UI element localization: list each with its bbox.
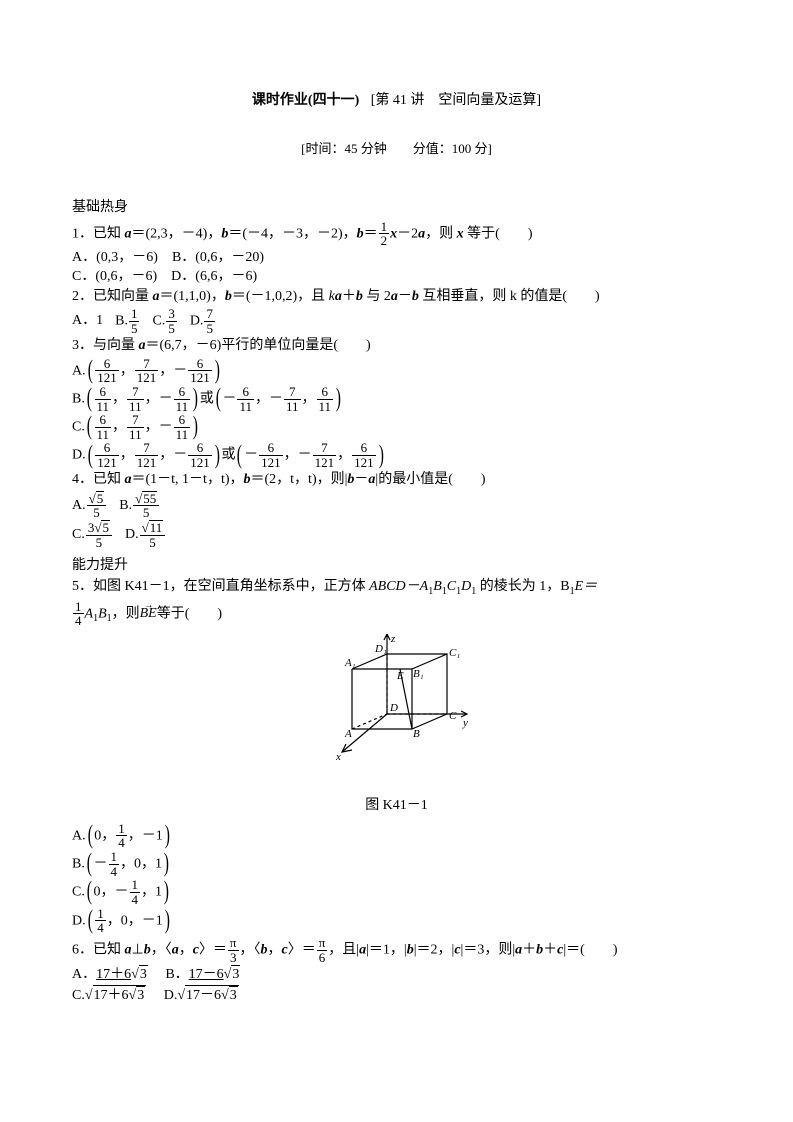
time-score-info: [时间：45 分钟 分值：100 分]	[72, 139, 721, 159]
q6-options: A．17＋6√3 B．17－6√3 C.√17＋6√3 D.√17－6√3	[72, 965, 721, 1006]
figure-caption: 图 K41－1	[72, 795, 721, 816]
lbl-E: E	[396, 670, 404, 682]
lbl-D1: D₁	[374, 643, 387, 655]
figure-k41-1: A₁ B₁ C₁ D₁ A B C D E z y x	[72, 634, 721, 791]
q5-options: A.(0，14，－1)B.(－14，0，1)C.(0，－14，1)D.(14，0…	[72, 822, 721, 935]
question-1: 1．已知 a＝(2,3，－4)，b＝(－4，－3，－2)，b＝12x－2a，则 …	[72, 220, 721, 248]
q1-options: A．(0,3，－6) B．(0,6，－20) C．(0,6，－6) D．(6,6…	[72, 249, 721, 287]
section-advanced: 能力提升	[72, 555, 721, 576]
title-sub: [第 41 讲 空间向量及运算]	[371, 93, 541, 108]
lbl-D: D	[389, 702, 398, 714]
section-basics: 基础热身	[72, 197, 721, 218]
lbl-y: y	[462, 717, 468, 729]
question-4: 4．已知 a＝(1－t, 1－t，t)，b＝(2，t，t)，则|b－a|的最小值…	[72, 471, 721, 490]
title-main: 课时作业(四十一)	[252, 93, 359, 108]
lbl-A1: A₁	[344, 657, 356, 669]
lbl-z: z	[390, 634, 396, 645]
page-title: 课时作业(四十一) [第 41 讲 空间向量及运算]	[72, 90, 721, 111]
lbl-x: x	[335, 751, 341, 763]
lbl-B1: B₁	[413, 668, 424, 680]
question-3: 3．与向量 a＝(6,7，－6)平行的单位向量是( )	[72, 337, 721, 356]
q4-options: A.√55 B.√555 C.3√55 D.√115	[72, 491, 721, 550]
question-5-line2: 14A1B1，则→BE等于( )	[72, 600, 721, 628]
lbl-B: B	[413, 728, 420, 740]
question-2: 2．已知向量 a＝(1,1,0)，b＝(－1,0,2)，且 ka＋b 与 2a－…	[72, 288, 721, 307]
q3-options: A.(6121，7121，－6121)B.(611，711，－611)或(－61…	[72, 357, 721, 470]
lbl-C1: C₁	[449, 647, 460, 659]
question-6: 6．已知 a⊥b，〈a，c〉＝π3，〈b，c〉＝π6，且|a|＝1，|b|＝2，…	[72, 936, 721, 964]
q2-options: A．1 B.15 C.35 D.75	[72, 307, 721, 335]
lbl-C: C	[449, 710, 457, 722]
question-5: 5．如图 K41－1，在空间直角坐标系中，正方体 ABCD－A1B1C1D1 的…	[72, 578, 721, 598]
lbl-A: A	[344, 728, 352, 740]
